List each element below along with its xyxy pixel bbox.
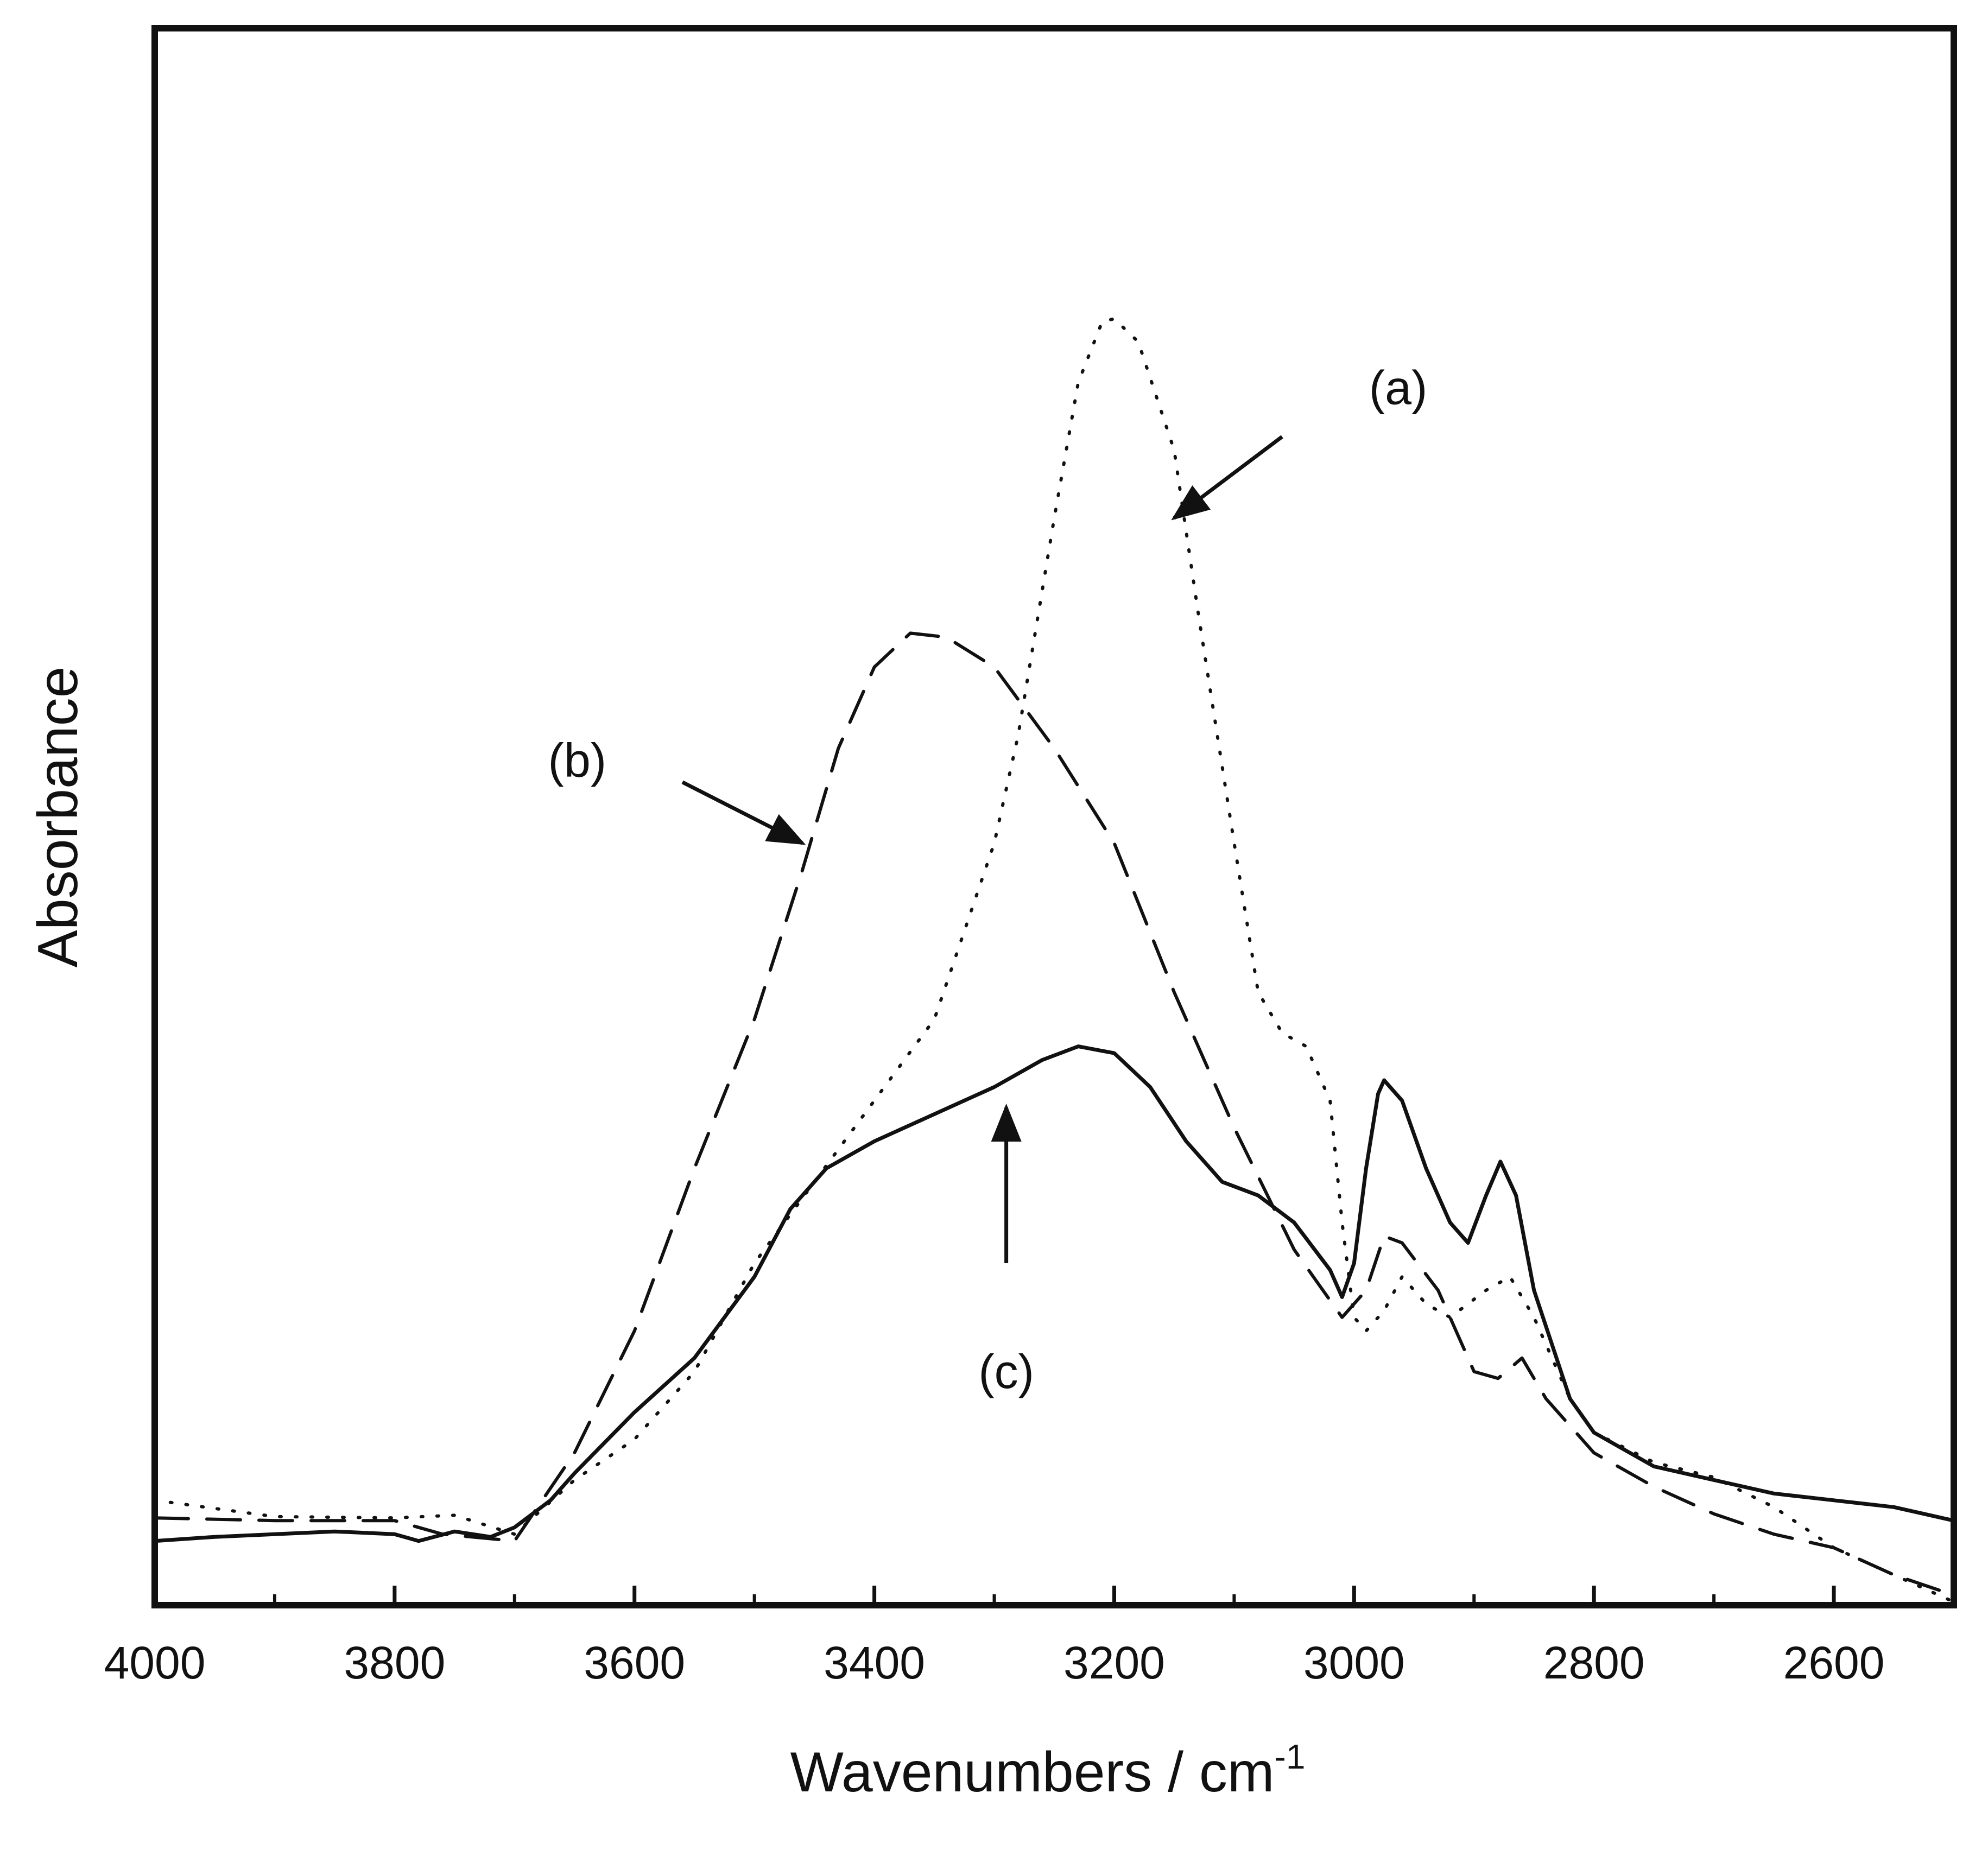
- series-line-solid: [153, 1044, 1956, 1543]
- y-axis-title: Absorbance: [27, 666, 90, 967]
- annotation-label: (b): [548, 733, 607, 787]
- series-lines: [153, 317, 1956, 1604]
- series-line-dotted: [153, 317, 1955, 1604]
- x-tick-label: 4000: [104, 1637, 206, 1688]
- x-tick-label: 3200: [1063, 1637, 1165, 1688]
- series-line-dashed: [153, 631, 1955, 1597]
- x-tick-label: 2600: [1783, 1637, 1885, 1688]
- annotation-label: (c): [978, 1345, 1034, 1398]
- x-tick-label: 3000: [1303, 1637, 1405, 1688]
- x-tick-label: 3400: [824, 1637, 925, 1688]
- annotation-label: (a): [1369, 360, 1428, 414]
- annotation-arrow: [681, 780, 806, 845]
- x-axis-title-main: Wavenumbers / cm: [790, 1741, 1275, 1804]
- x-tick-label: 3800: [344, 1637, 445, 1688]
- plot-frame: [151, 25, 1957, 1608]
- x-ticks: 4000 3800 3600 3400 3200 3000 2800 2600: [104, 1586, 1885, 1688]
- x-axis-title-superscript: -1: [1275, 1737, 1306, 1776]
- x-axis-title: Wavenumbers / cm-1: [790, 1737, 1306, 1804]
- annotation-arrow: [1171, 435, 1283, 521]
- x-tick-label: 2800: [1543, 1637, 1645, 1688]
- x-tick-label: 3600: [584, 1637, 685, 1688]
- annotations: (a) (b) (c): [548, 360, 1428, 1398]
